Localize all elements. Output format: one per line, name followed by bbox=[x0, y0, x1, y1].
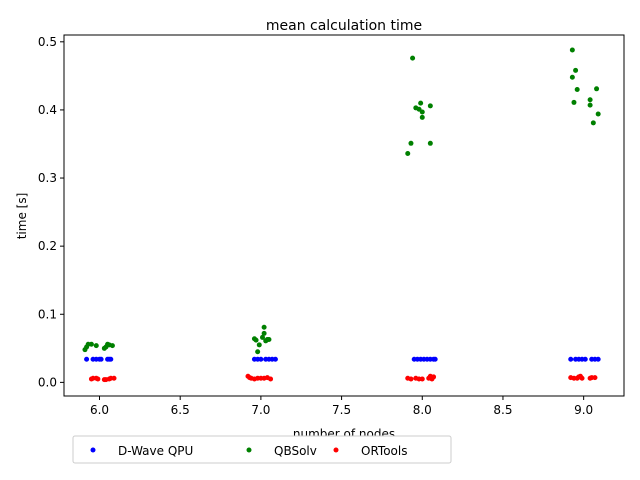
chart-title: mean calculation time bbox=[266, 18, 422, 34]
x-tick-label: 7.0 bbox=[251, 403, 270, 417]
point-qbsolv bbox=[427, 103, 433, 109]
point-qbsolv bbox=[405, 151, 411, 157]
point-qbsolv bbox=[594, 86, 600, 92]
y-tick-label: 0.5 bbox=[38, 35, 57, 49]
point-qbsolv bbox=[266, 336, 272, 342]
legend-marker-dwave bbox=[90, 447, 96, 453]
data-points bbox=[82, 47, 601, 383]
point-qbsolv bbox=[587, 102, 593, 108]
legend-label-ortools: ORTools bbox=[361, 444, 407, 458]
y-axis-title: time [s] bbox=[15, 193, 29, 240]
x-tick-label: 8.0 bbox=[413, 403, 432, 417]
point-ortools bbox=[579, 375, 585, 381]
point-dwave-qpu bbox=[258, 356, 264, 362]
x-axis: 6.0 6.5 7.0 7.5 8.0 8.5 9.0 bbox=[90, 396, 593, 417]
x-tick-label: 7.5 bbox=[332, 403, 351, 417]
point-dwave-qpu bbox=[595, 356, 601, 362]
point-qbsolv bbox=[574, 86, 580, 92]
plot-area: 6.0 6.5 7.0 7.5 8.0 8.5 9.0 0.0 0.1 0.2 0.3 0.4 0.5 bbox=[38, 34, 625, 417]
point-qbsolv bbox=[573, 67, 579, 73]
point-qbsolv bbox=[571, 99, 577, 105]
point-ortools bbox=[268, 376, 274, 382]
y-tick-label: 0.3 bbox=[38, 171, 57, 185]
point-qbsolv bbox=[260, 334, 266, 340]
point-dwave-qpu bbox=[98, 356, 104, 362]
point-qbsolv bbox=[93, 343, 99, 349]
legend-marker-ortools bbox=[333, 447, 339, 453]
x-tick-label: 9.0 bbox=[574, 403, 593, 417]
y-tick-label: 0.4 bbox=[38, 103, 57, 117]
legend: D-Wave QPU QBSolv ORTools bbox=[72, 435, 452, 464]
point-qbsolv bbox=[569, 47, 575, 53]
point-ortools bbox=[431, 374, 437, 380]
point-dwave-qpu bbox=[568, 356, 574, 362]
point-ortools bbox=[408, 376, 414, 382]
y-axis: 0.0 0.1 0.2 0.3 0.4 0.5 bbox=[38, 35, 64, 389]
legend-frame bbox=[72, 435, 452, 464]
point-qbsolv bbox=[408, 140, 414, 146]
point-qbsolv bbox=[410, 55, 416, 61]
point-ortools bbox=[592, 375, 598, 381]
point-qbsolv bbox=[261, 330, 267, 336]
point-dwave-qpu bbox=[84, 356, 90, 362]
point-qbsolv bbox=[427, 140, 433, 146]
point-qbsolv bbox=[88, 341, 94, 347]
y-tick-label: 0.2 bbox=[38, 239, 57, 253]
point-ortools bbox=[95, 376, 101, 382]
legend-marker-qbsolv bbox=[246, 447, 252, 453]
point-qbsolv bbox=[256, 342, 262, 348]
point-qbsolv bbox=[255, 349, 261, 355]
point-qbsolv bbox=[419, 109, 425, 115]
point-ortools bbox=[111, 375, 117, 381]
x-tick-label: 6.0 bbox=[90, 403, 109, 417]
point-ortools bbox=[419, 376, 425, 382]
point-qbsolv bbox=[587, 97, 593, 103]
point-qbsolv bbox=[595, 111, 601, 117]
legend-label-qbsolv: QBSolv bbox=[274, 444, 317, 458]
axes-frame bbox=[63, 34, 625, 397]
point-qbsolv bbox=[419, 114, 425, 120]
point-qbsolv bbox=[418, 100, 424, 106]
point-dwave-qpu bbox=[432, 356, 438, 362]
point-dwave-qpu bbox=[108, 356, 114, 362]
point-dwave-qpu bbox=[272, 356, 278, 362]
point-qbsolv bbox=[590, 120, 596, 126]
x-tick-label: 8.5 bbox=[493, 403, 512, 417]
point-qbsolv bbox=[569, 74, 575, 80]
point-dwave-qpu bbox=[582, 356, 588, 362]
y-tick-label: 0.1 bbox=[38, 307, 57, 321]
point-qbsolv bbox=[261, 324, 267, 330]
point-qbsolv bbox=[109, 343, 115, 349]
x-tick-label: 6.5 bbox=[171, 403, 190, 417]
legend-label-dwave: D-Wave QPU bbox=[118, 444, 193, 458]
point-qbsolv bbox=[253, 337, 259, 343]
y-tick-label: 0.0 bbox=[38, 375, 57, 389]
